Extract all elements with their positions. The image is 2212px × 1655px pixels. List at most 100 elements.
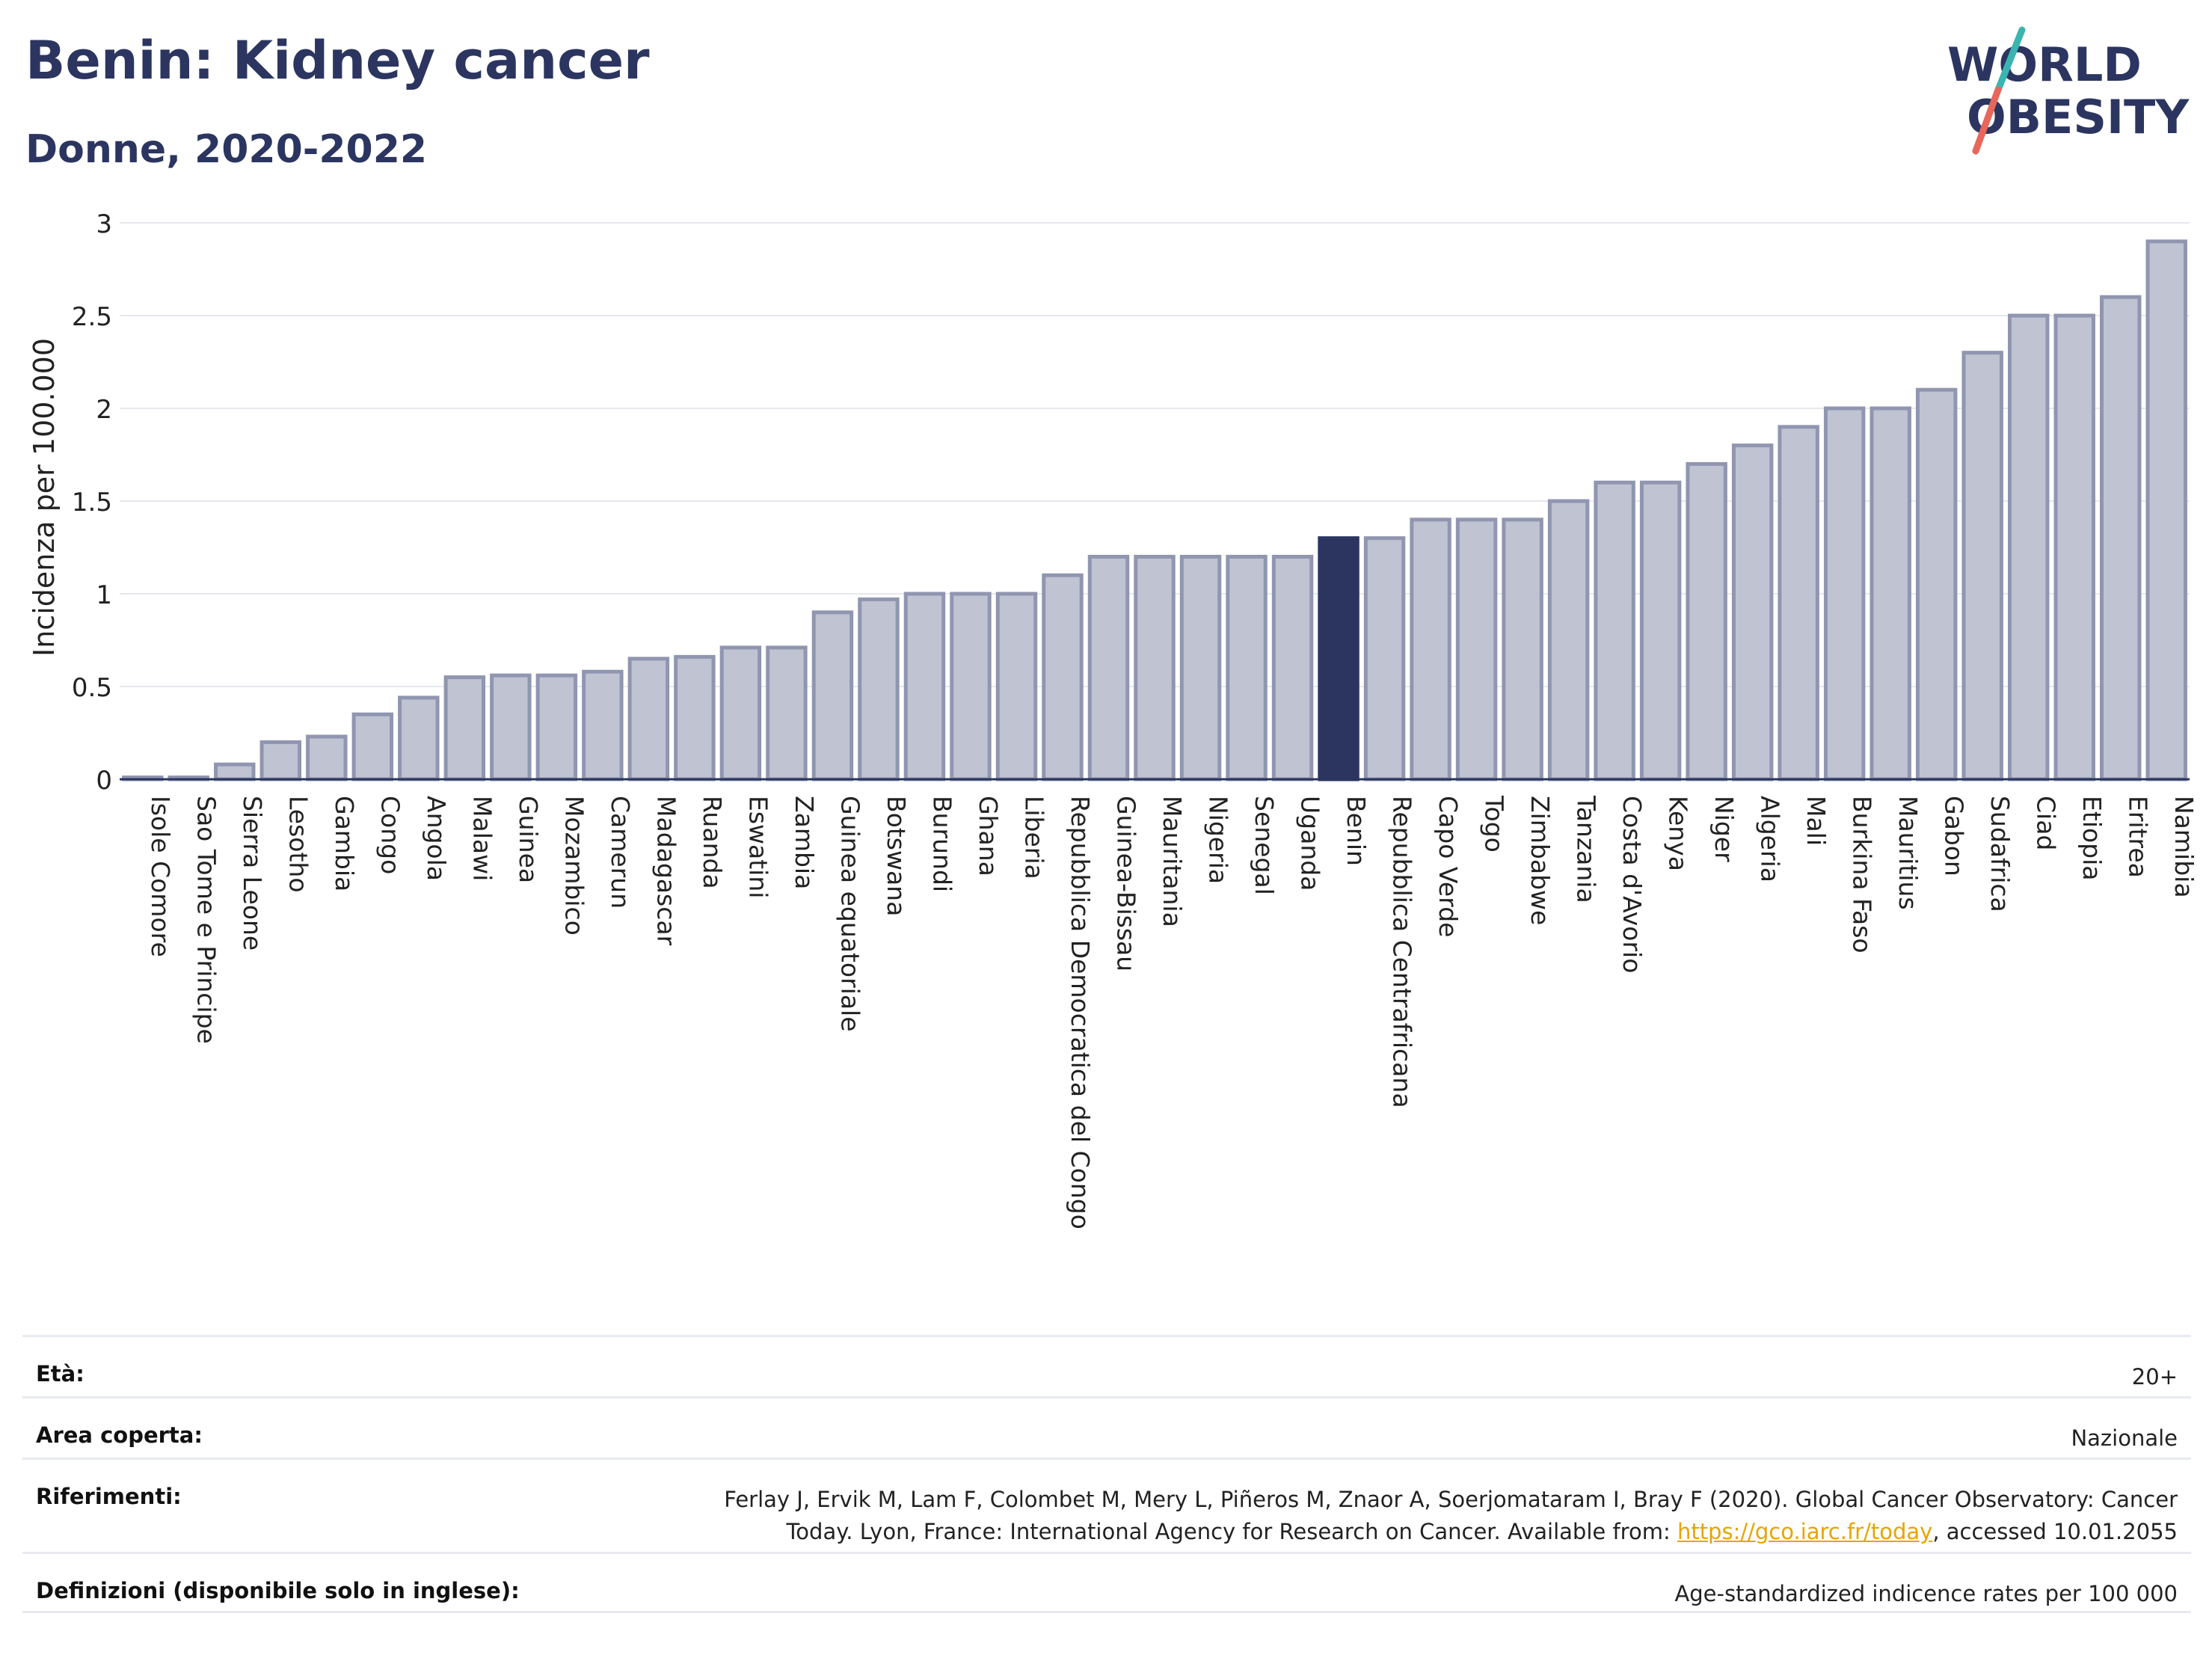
bar-guinea — [490, 673, 532, 782]
x-tick-label: Congo — [375, 796, 405, 874]
logo-line1: WORLD — [1947, 37, 2142, 92]
bar-mali — [1778, 425, 1819, 782]
bar-togo — [1455, 518, 1498, 782]
bar-niger — [1686, 461, 1727, 782]
x-tick-label: Kenya — [1664, 796, 1693, 871]
bar-guinea-equatoriale — [811, 610, 854, 782]
age-value: 20+ — [2131, 1364, 2178, 1390]
x-tick-label: Zambia — [790, 796, 819, 889]
x-tick-label: Togo — [1480, 795, 1509, 853]
x-tick-label: Senegal — [1250, 796, 1279, 895]
x-tick-label: Mozambico — [559, 796, 589, 936]
info-row-age: Età: 20+ — [22, 1335, 2191, 1396]
x-tick-label: Malawi — [467, 796, 497, 881]
x-tick-label: Nigeria — [1204, 796, 1233, 884]
x-tick-label: Algeria — [1756, 796, 1785, 882]
x-tick-label: Mauritius — [1893, 796, 1923, 910]
x-tick-label: Namibia — [2169, 796, 2199, 898]
y-axis-label: Incidenza per 100.000 — [28, 338, 61, 657]
bar-senegal — [1226, 554, 1268, 782]
references-line2-pre: Today. Lyon, France: International Agenc… — [786, 1519, 1677, 1544]
x-tick-label: Gambia — [330, 796, 359, 891]
bar-ciad — [2007, 313, 2050, 782]
bar-namibia — [2145, 239, 2187, 782]
area-value: Nazionale — [2071, 1425, 2178, 1451]
bar-sudafrica — [1961, 351, 2003, 782]
info-row-definitions: Definizioni (disponibile solo in inglese… — [22, 1552, 2191, 1613]
x-axis-ticks: Isole Comore Sao Tome e Principe Sierra Le… — [146, 795, 2199, 1229]
bar-tanzania — [1547, 499, 1590, 782]
bar-mozambico — [535, 673, 578, 782]
bar-congo — [351, 712, 394, 782]
world-obesity-logo: WORLD OBESITY — [1947, 26, 2190, 155]
x-tick-label: Sudafrica — [1985, 796, 2015, 912]
page-title: Benin: Kidney cancer — [25, 30, 650, 91]
page-subtitle: Donne, 2020-2022 — [25, 127, 428, 172]
definitions-label: Definizioni (disponibile solo in inglese… — [36, 1578, 520, 1603]
info-table: Età: 20+ Area coperta: Nazionale Riferim… — [22, 1335, 2191, 1613]
x-tick-label: Madagascar — [651, 796, 681, 946]
bar-madagascar — [627, 657, 670, 782]
references-line2-post: , accessed 10.01.2055 — [1932, 1519, 2178, 1544]
bar-angola — [398, 696, 440, 782]
y-tick-label: 0 — [96, 766, 112, 796]
x-tick-label: Ruanda — [698, 796, 727, 889]
bar-mauritania — [1134, 554, 1176, 782]
x-tick-label: Botswana — [882, 796, 911, 916]
x-tick-label: Burkina Faso — [1848, 796, 1877, 954]
bar-nigeria — [1179, 554, 1222, 782]
bar-zambia — [766, 645, 808, 782]
bar-uganda — [1271, 554, 1314, 782]
area-label: Area coperta: — [36, 1422, 203, 1448]
bar-eritrea — [2100, 295, 2142, 782]
x-tick-label: Etiopia — [2077, 796, 2107, 881]
y-tick-label: 2 — [96, 395, 112, 425]
x-tick-label: Guinea-Bissau — [1111, 796, 1140, 971]
bar-repubblica-democratica-del-congo — [1042, 573, 1084, 782]
bar-malawi — [443, 675, 486, 782]
x-tick-label: Burundi — [927, 796, 956, 892]
bar-ghana — [950, 592, 992, 782]
x-tick-label: Liberia — [1019, 796, 1048, 879]
bar-benin — [1318, 536, 1360, 782]
x-tick-label: Costa d'Avorio — [1617, 796, 1647, 973]
bar-guinea-bissau — [1087, 554, 1130, 782]
x-tick-label: Angola — [422, 796, 451, 881]
x-tick-label: Benin — [1342, 796, 1371, 866]
age-label: Età: — [36, 1361, 85, 1387]
logo-line2: OBESITY — [1967, 90, 2190, 144]
x-tick-label: Mali — [1801, 796, 1831, 846]
x-tick-label: Ciad — [2032, 796, 2061, 850]
x-tick-label: Lesotho — [283, 796, 313, 893]
x-tick-label: Guinea equatoriale — [835, 796, 864, 1032]
y-axis-ticks: 0 0.5 1 1.5 2 2.5 3 — [72, 209, 112, 796]
logo-slash-bottom — [1972, 86, 2002, 155]
definitions-value: Age-standardized indicence rates per 100… — [1674, 1581, 2178, 1606]
bar-gambia — [306, 734, 348, 782]
references-link[interactable]: https://gco.iarc.fr/today — [1677, 1519, 1933, 1544]
bar-zimbabwe — [1502, 518, 1543, 782]
bar-burkina-faso — [1823, 406, 1866, 782]
bar-botswana — [858, 597, 900, 782]
bar-burundi — [903, 592, 946, 782]
bar-ruanda — [674, 654, 716, 782]
x-tick-label: Eritrea — [2124, 796, 2153, 878]
x-tick-label: Repubblica Democratica del Congo — [1066, 796, 1095, 1229]
x-tick-label: Ghana — [974, 796, 1003, 876]
bar-liberia — [995, 592, 1038, 782]
x-tick-label: Mauritania — [1158, 796, 1187, 927]
bar-kenya — [1639, 480, 1682, 782]
y-tick-label: 3 — [96, 209, 112, 239]
info-row-area: Area coperta: Nazionale — [22, 1396, 2191, 1458]
x-tick-label: Guinea — [514, 796, 543, 883]
references-line1: Ferlay J, Ervik M, Lam F, Colombet M, Me… — [724, 1487, 2178, 1512]
bar-sierra-leone — [214, 762, 256, 782]
x-tick-label: Gabon — [1940, 796, 1969, 876]
bar-chart: 0 0.5 1 1.5 2 2.5 3 Isole Comore Sao Tome e Pri… — [28, 209, 2199, 1229]
x-tick-label: Uganda — [1296, 796, 1325, 891]
bar-capo-verde — [1410, 518, 1451, 782]
bars — [120, 239, 2190, 782]
info-row-references: Riferimenti: Ferlay J, Ervik M, Lam F, C… — [22, 1458, 2191, 1552]
x-tick-label: Repubblica Centrafricana — [1388, 796, 1417, 1108]
y-tick-label: 2.5 — [72, 302, 112, 332]
